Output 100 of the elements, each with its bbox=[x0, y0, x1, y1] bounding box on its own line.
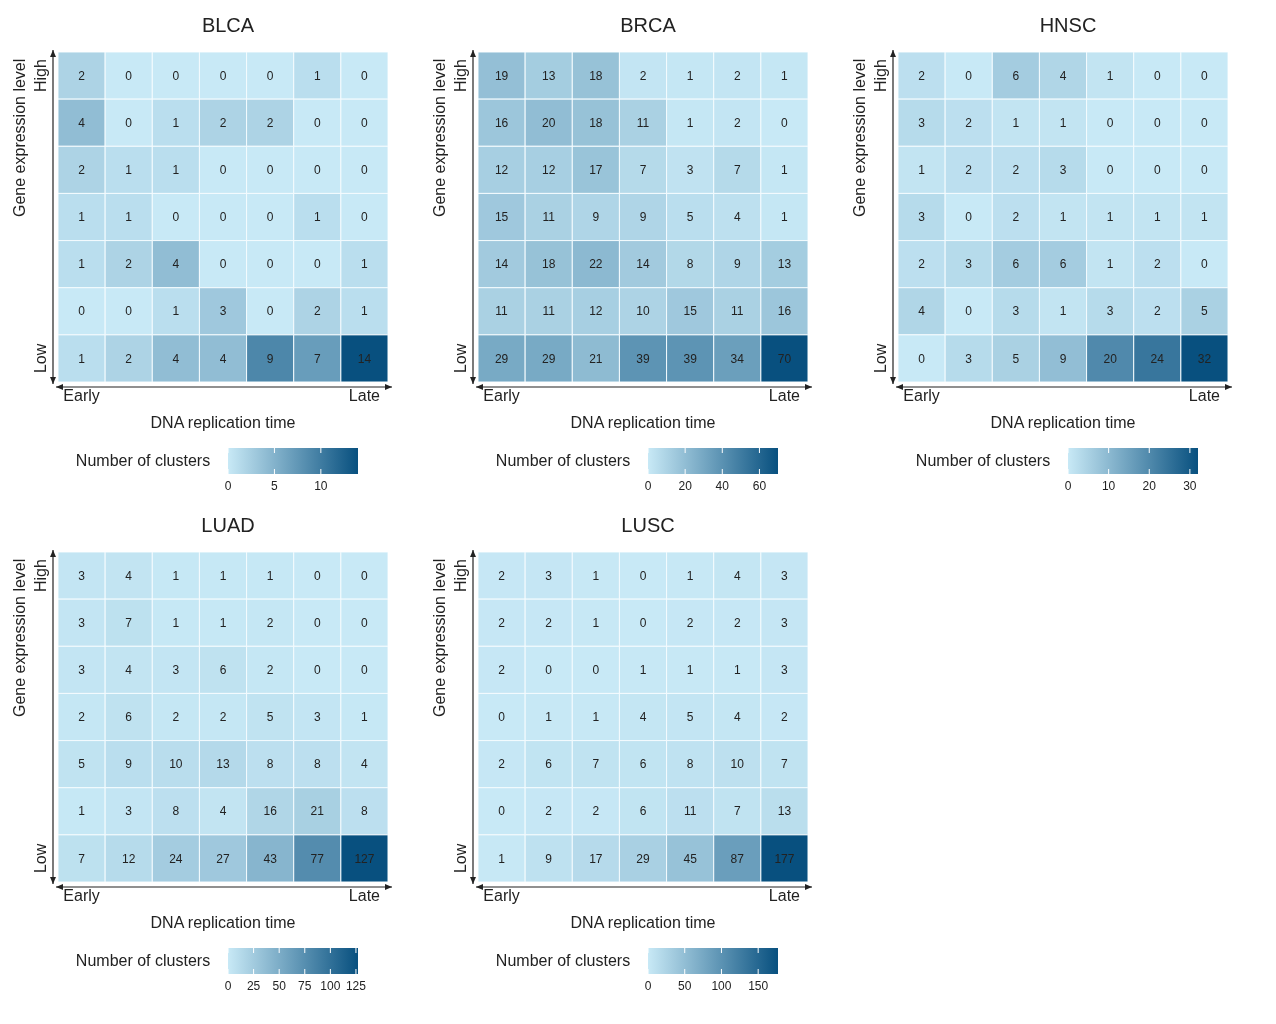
data-label: 2 bbox=[686, 615, 694, 630]
color-bar-title: Number of clusters bbox=[495, 952, 631, 970]
data-label: 0 bbox=[592, 663, 600, 678]
data-label: 3 bbox=[918, 210, 926, 225]
data-label: 1 bbox=[1106, 210, 1114, 225]
x-axis-title: DNA replication time bbox=[150, 414, 296, 431]
x-tick-label: Early bbox=[483, 387, 520, 405]
data-label: 2 bbox=[918, 257, 926, 272]
data-label: 16 bbox=[263, 804, 278, 819]
data-label: 3 bbox=[686, 163, 694, 178]
data-label: 7 bbox=[733, 163, 741, 178]
color-bar-label: 100 bbox=[711, 979, 732, 993]
data-label: 1 bbox=[78, 257, 86, 272]
data-label: 0 bbox=[965, 210, 973, 225]
data-label: 0 bbox=[78, 304, 86, 319]
data-label: 1 bbox=[78, 210, 86, 225]
data-label: 1 bbox=[1201, 210, 1209, 225]
data-label: 34 bbox=[730, 351, 745, 366]
data-label: 0 bbox=[361, 115, 369, 130]
data-label: 10 bbox=[730, 757, 745, 772]
data-label: 0 bbox=[125, 304, 133, 319]
data-label: 3 bbox=[78, 568, 86, 583]
x-axis-title: DNA replication time bbox=[990, 414, 1136, 431]
data-label: 3 bbox=[1059, 163, 1067, 178]
data-label: 1 bbox=[918, 163, 926, 178]
data-label: 11 bbox=[495, 304, 509, 319]
data-label: 4 bbox=[219, 351, 227, 366]
data-label: 2 bbox=[545, 615, 553, 630]
data-label: 1 bbox=[686, 663, 694, 678]
data-label: 0 bbox=[639, 615, 647, 630]
color-bar-title: Number of clusters bbox=[75, 452, 211, 470]
y-tick-label: High bbox=[872, 59, 889, 93]
data-label: 2 bbox=[219, 115, 227, 130]
data-label: 0 bbox=[219, 163, 227, 178]
color-bar-label: 30 bbox=[1183, 479, 1197, 493]
data-label: 11 bbox=[542, 304, 556, 319]
data-label: 1 bbox=[1106, 257, 1114, 272]
data-label: 0 bbox=[313, 115, 321, 130]
data-label: 9 bbox=[639, 210, 647, 225]
y-axis-title: Gene expression level bbox=[430, 558, 448, 717]
x-axis-title: DNA replication time bbox=[570, 414, 716, 431]
chart-title: HNSC bbox=[1038, 13, 1098, 38]
data-label: 2 bbox=[733, 115, 741, 130]
data-label: 7 bbox=[781, 757, 789, 772]
data-label: 2 bbox=[498, 568, 506, 583]
data-label: 4 bbox=[918, 304, 926, 319]
data-label: 0 bbox=[313, 663, 321, 678]
data-label: 17 bbox=[589, 851, 603, 866]
data-label: 0 bbox=[266, 163, 274, 178]
data-label: 177 bbox=[774, 851, 795, 866]
color-bar-label: 150 bbox=[748, 979, 769, 993]
data-label: 14 bbox=[636, 257, 650, 272]
y-tick-label: Low bbox=[32, 343, 49, 374]
color-bar-label: 125 bbox=[346, 979, 367, 993]
data-label: 0 bbox=[639, 568, 647, 583]
data-label: 0 bbox=[1201, 257, 1209, 272]
y-tick-label: Low bbox=[872, 343, 889, 374]
y-axis-title: Gene expression level bbox=[10, 58, 28, 217]
data-label: 21 bbox=[310, 804, 325, 819]
color-bar-label: 40 bbox=[715, 479, 730, 493]
data-label: 3 bbox=[125, 804, 133, 819]
color-bar-label: 0 bbox=[1064, 479, 1072, 493]
data-label: 18 bbox=[589, 115, 603, 130]
data-label: 0 bbox=[313, 568, 321, 583]
data-label: 2 bbox=[498, 663, 506, 678]
data-label: 4 bbox=[172, 351, 180, 366]
data-label: 2 bbox=[125, 257, 133, 272]
data-label: 2 bbox=[219, 710, 227, 725]
data-label: 9 bbox=[592, 210, 600, 225]
data-label: 6 bbox=[1012, 257, 1020, 272]
data-label: 6 bbox=[639, 757, 647, 772]
data-label: 9 bbox=[733, 257, 741, 272]
data-label: 0 bbox=[1201, 163, 1209, 178]
data-label: 1 bbox=[313, 210, 321, 225]
data-label: 5 bbox=[1201, 304, 1209, 319]
data-label: 17 bbox=[589, 163, 603, 178]
y-tick-label: Low bbox=[452, 343, 469, 374]
data-label: 1 bbox=[1059, 210, 1067, 225]
data-label: 4 bbox=[733, 210, 741, 225]
y-tick-label: High bbox=[32, 559, 49, 593]
data-label: 2 bbox=[266, 115, 274, 130]
color-bar-label: 0 bbox=[224, 979, 232, 993]
data-label: 20 bbox=[1103, 351, 1118, 366]
data-label: 11 bbox=[683, 804, 697, 819]
data-label: 32 bbox=[1197, 351, 1212, 366]
data-label: 4 bbox=[172, 257, 180, 272]
data-label: 43 bbox=[263, 851, 278, 866]
data-label: 4 bbox=[361, 757, 369, 772]
data-label: 2 bbox=[78, 163, 86, 178]
y-tick-label: Low bbox=[452, 843, 469, 874]
data-label: 3 bbox=[965, 351, 973, 366]
data-label: 2 bbox=[1012, 210, 1020, 225]
data-label: 2 bbox=[498, 757, 506, 772]
data-label: 10 bbox=[636, 304, 650, 319]
data-label: 2 bbox=[965, 115, 973, 130]
x-tick-label: Early bbox=[63, 387, 100, 405]
data-label: 4 bbox=[733, 710, 741, 725]
data-label: 1 bbox=[219, 615, 227, 630]
data-label: 2 bbox=[592, 804, 600, 819]
data-label: 2 bbox=[78, 68, 86, 83]
